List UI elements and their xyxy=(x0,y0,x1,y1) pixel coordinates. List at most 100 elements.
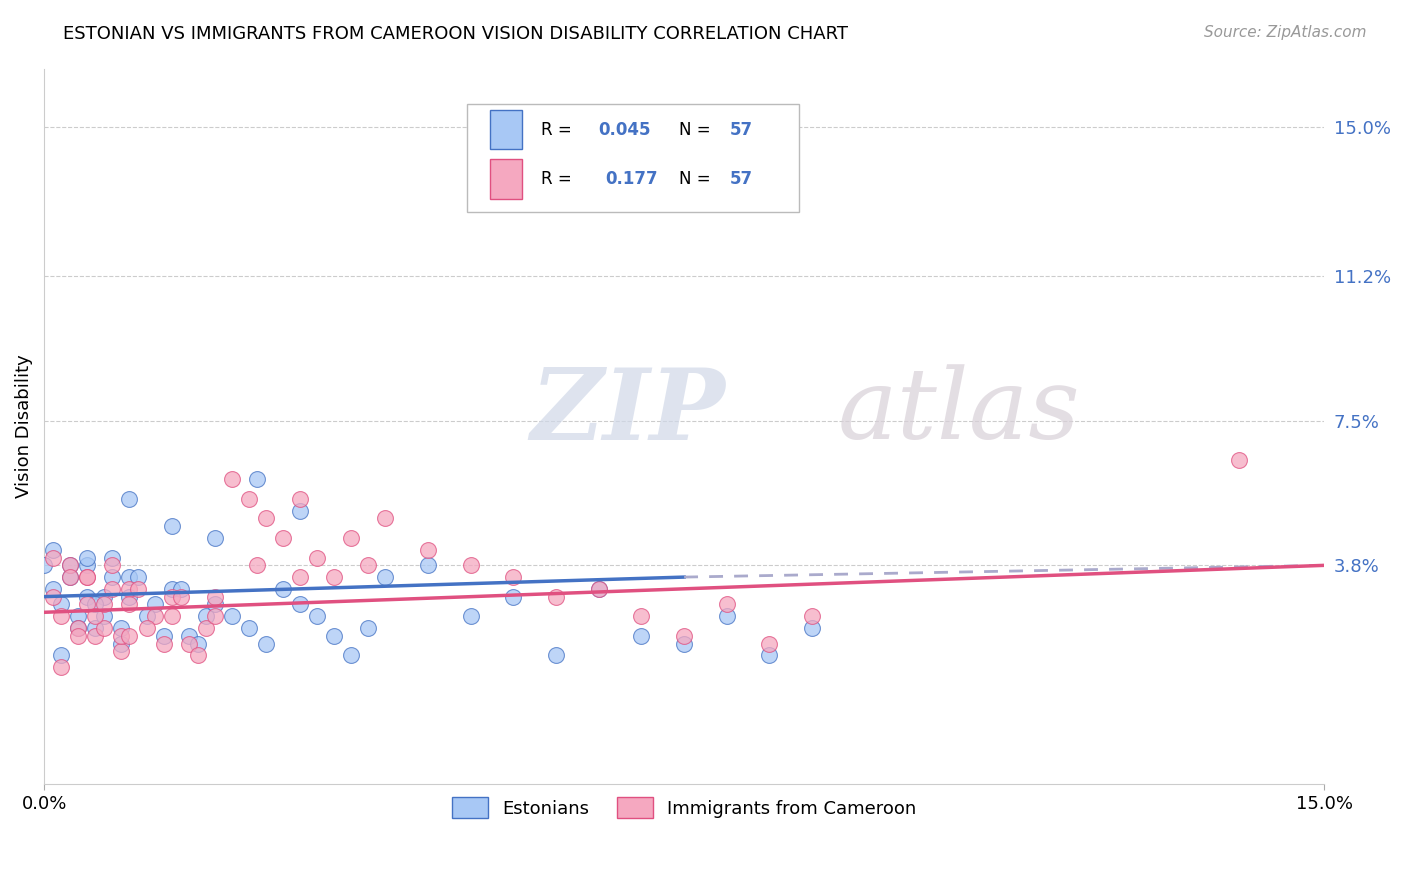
Point xyxy=(110,629,132,643)
Point xyxy=(502,570,524,584)
Point xyxy=(101,550,124,565)
Point xyxy=(187,648,209,663)
Point xyxy=(51,609,73,624)
Point xyxy=(67,621,90,635)
Text: atlas: atlas xyxy=(838,365,1080,459)
Point xyxy=(32,558,55,573)
Point xyxy=(271,531,294,545)
Point xyxy=(160,609,183,624)
Legend: Estonians, Immigrants from Cameroon: Estonians, Immigrants from Cameroon xyxy=(444,790,924,825)
Point xyxy=(288,598,311,612)
Point xyxy=(340,531,363,545)
Point xyxy=(238,491,260,506)
Text: 57: 57 xyxy=(730,120,754,139)
Point xyxy=(169,590,191,604)
Point xyxy=(1227,452,1250,467)
Point xyxy=(93,590,115,604)
Text: 0.177: 0.177 xyxy=(605,170,658,188)
Point xyxy=(254,511,277,525)
Point xyxy=(110,637,132,651)
Point xyxy=(357,558,380,573)
Point xyxy=(160,582,183,596)
Point xyxy=(374,570,396,584)
Point xyxy=(76,550,98,565)
Point xyxy=(118,491,141,506)
Point xyxy=(288,570,311,584)
Point xyxy=(169,582,191,596)
Text: ZIP: ZIP xyxy=(530,364,725,460)
Point xyxy=(254,637,277,651)
Point xyxy=(187,637,209,651)
Point xyxy=(416,542,439,557)
Point xyxy=(588,582,610,596)
Point xyxy=(101,570,124,584)
Point xyxy=(41,550,63,565)
Point xyxy=(801,609,824,624)
Point xyxy=(204,609,226,624)
Point xyxy=(84,598,107,612)
Point xyxy=(41,542,63,557)
Point xyxy=(152,629,174,643)
Point xyxy=(195,609,218,624)
Point xyxy=(84,621,107,635)
Point xyxy=(51,660,73,674)
Point xyxy=(374,511,396,525)
Point xyxy=(110,644,132,658)
Point xyxy=(758,648,780,663)
Point xyxy=(135,609,157,624)
FancyBboxPatch shape xyxy=(489,110,522,150)
Point xyxy=(204,590,226,604)
Point xyxy=(118,629,141,643)
Point xyxy=(460,609,482,624)
Point xyxy=(630,609,652,624)
Point xyxy=(357,621,380,635)
Point xyxy=(67,621,90,635)
Point xyxy=(93,609,115,624)
Text: R =: R = xyxy=(541,120,576,139)
Point xyxy=(673,637,696,651)
Point xyxy=(588,582,610,596)
Point xyxy=(546,648,568,663)
Point xyxy=(41,590,63,604)
Text: N =: N = xyxy=(679,170,716,188)
Point xyxy=(118,570,141,584)
Point xyxy=(101,582,124,596)
Point xyxy=(416,558,439,573)
Point xyxy=(59,570,82,584)
Point xyxy=(288,503,311,517)
Point xyxy=(716,598,738,612)
Point xyxy=(160,519,183,533)
Point xyxy=(143,598,166,612)
Point xyxy=(118,582,141,596)
Point xyxy=(76,598,98,612)
Point xyxy=(101,558,124,573)
Point xyxy=(51,598,73,612)
Point xyxy=(238,621,260,635)
Point xyxy=(51,648,73,663)
Point xyxy=(67,629,90,643)
Point xyxy=(160,590,183,604)
Point xyxy=(76,558,98,573)
Point xyxy=(288,491,311,506)
Point xyxy=(127,570,149,584)
Point xyxy=(323,629,346,643)
Point xyxy=(460,558,482,573)
Text: 57: 57 xyxy=(730,170,754,188)
Text: ESTONIAN VS IMMIGRANTS FROM CAMEROON VISION DISABILITY CORRELATION CHART: ESTONIAN VS IMMIGRANTS FROM CAMEROON VIS… xyxy=(63,25,848,43)
Text: 0.045: 0.045 xyxy=(599,120,651,139)
Point xyxy=(630,629,652,643)
Point xyxy=(801,621,824,635)
Text: Source: ZipAtlas.com: Source: ZipAtlas.com xyxy=(1204,25,1367,40)
Point xyxy=(204,598,226,612)
Point xyxy=(271,582,294,596)
FancyBboxPatch shape xyxy=(489,160,522,199)
Point xyxy=(76,570,98,584)
Point xyxy=(110,621,132,635)
Point xyxy=(59,570,82,584)
Point xyxy=(307,609,329,624)
Point xyxy=(118,598,141,612)
Point xyxy=(340,648,363,663)
Point xyxy=(76,590,98,604)
Point xyxy=(502,590,524,604)
Point xyxy=(67,609,90,624)
